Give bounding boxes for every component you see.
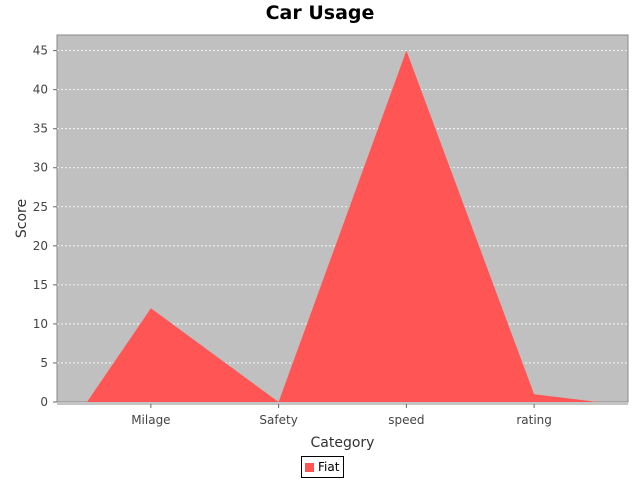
x-tick-label-rating: rating xyxy=(516,413,552,427)
legend: Fiat xyxy=(301,456,345,478)
x-tick-label-speed: speed xyxy=(388,413,424,427)
y-tick-label-35: 35 xyxy=(33,122,48,136)
x-tick-label-milage: Milage xyxy=(131,413,170,427)
series-area-fiat xyxy=(87,50,598,402)
x-tick-label-safety: Safety xyxy=(259,413,297,427)
y-tick-label-30: 30 xyxy=(33,161,48,175)
legend-label-fiat: Fiat xyxy=(318,460,340,474)
y-tick-label-0: 0 xyxy=(40,395,48,409)
y-axis-title: Score xyxy=(14,199,30,238)
y-tick-label-15: 15 xyxy=(33,278,48,292)
y-tick-label-40: 40 xyxy=(33,83,48,97)
y-tick-label-20: 20 xyxy=(33,239,48,253)
chart-title: Car Usage xyxy=(265,2,375,24)
legend-swatch-fiat xyxy=(305,462,314,472)
y-tick-label-10: 10 xyxy=(33,317,48,331)
y-tick-label-25: 25 xyxy=(33,200,48,214)
y-tick-label-5: 5 xyxy=(40,356,48,370)
y-tick-label-45: 45 xyxy=(33,44,48,58)
x-axis-title: Category xyxy=(311,435,375,451)
